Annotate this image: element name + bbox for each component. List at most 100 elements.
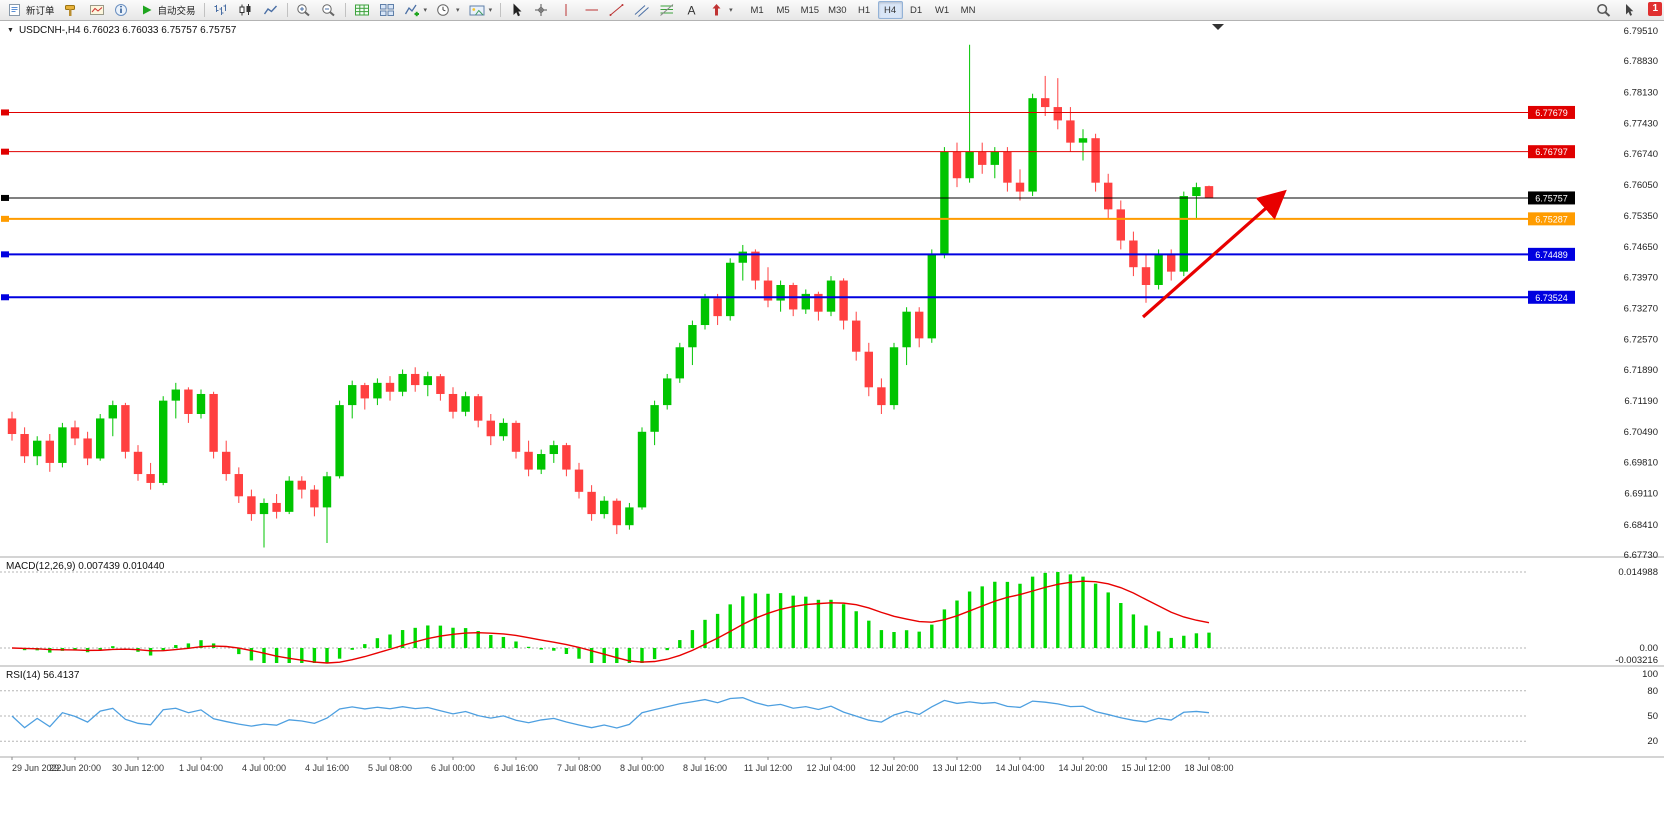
candle-body [940,151,949,254]
rsi-axis-label: 80 [1647,686,1658,697]
fibonacci-tool[interactable] [655,1,679,19]
data-window-button[interactable] [110,1,134,19]
time-axis-label: 29 Jun 2022 [12,763,62,773]
macd-axis-label: 0.00 [1640,643,1659,654]
rsi-line [11,697,1210,729]
rsi-axis-label: 50 [1647,711,1658,722]
time-axis-label: 12 Jul 20:00 [869,763,918,773]
timeframe-MN[interactable]: MN [960,4,976,16]
price-line-label: 6.77679 [1535,108,1568,118]
price-axis-label: 6.73270 [1624,304,1658,315]
candle-body [385,382,395,392]
price-line-label: 6.74489 [1535,250,1568,260]
quick-navigation-button[interactable] [1617,1,1641,19]
horizontal-line-objects[interactable]: 6.77679 6.76797 6.75757 6.75287 6.74489 6.735… [1,105,1575,304]
arrows-icon [709,3,725,17]
price-line-label-box [1528,212,1575,226]
timeframe-M5[interactable]: M5 [776,4,790,16]
candle-body [663,378,672,406]
candle-body [524,451,533,470]
notification-badge[interactable]: 1 [1648,2,1662,16]
candle-body [889,347,899,406]
price-axis: 6.79510 6.78830 6.78130 6.77430 6.76740 6.760… [1624,26,1658,561]
chart-title: ▼ USDCNH-,H4 6.76023 6.76033 6.75757 6.7… [7,25,236,36]
candle-body [45,440,54,463]
candle-body [990,151,999,165]
price-axis-label: 6.78130 [1624,87,1658,98]
candle-body [864,351,873,388]
tile-windows-button[interactable] [375,1,399,19]
candle-chart-button[interactable] [234,1,258,19]
hline-icon [584,3,600,17]
search-button[interactable] [1592,1,1616,19]
hline-anchor-marker [1,109,9,116]
hline-tool[interactable] [580,1,604,19]
periods-button[interactable]: ▾ [432,1,464,19]
candle-body [474,396,483,421]
price-chart-canvas[interactable]: 6.77679 6.76797 6.75757 6.75287 6.74489 6.735… [0,21,1664,831]
cursor-tool[interactable] [505,1,529,19]
timeframe-M15[interactable]: M15 [800,4,820,16]
price-axis-label: 6.78830 [1624,56,1658,67]
candle-body [1091,138,1100,183]
hammer-icon [64,3,80,17]
price-line-label-box [1528,191,1575,205]
trendline-tool[interactable] [605,1,629,19]
trend-icon [609,3,625,17]
candle-body [1141,267,1151,285]
new-order-button[interactable]: 新订单 [3,1,59,19]
candle-body [927,253,936,339]
timeframe-M30[interactable]: M30 [828,4,847,16]
timeframe-W1[interactable]: W1 [934,4,950,16]
toolbar-left-group: 新订单 自动交易 ▾ ▾ ▾ A ▾ [3,1,737,19]
time-axis-label: 29 Jun 20:00 [49,763,101,773]
trend-arrow-annotation[interactable] [1141,189,1287,319]
indicators-button[interactable]: ▾ [400,1,432,19]
timeframe-H4[interactable]: H4 [877,1,903,19]
bar-chart-button[interactable] [209,1,233,19]
zoom-out-button[interactable] [317,1,341,19]
arrows-tool[interactable]: ▾ [705,1,737,19]
timeframe-M1[interactable]: M1 [750,4,764,16]
candle-body [96,418,105,459]
vline-tool[interactable] [555,1,579,19]
macd-axis-label: 0.014988 [1618,567,1658,578]
profiles-button[interactable] [85,1,109,19]
price-axis-label: 6.75350 [1624,211,1658,222]
candle-body [801,293,810,310]
order-icon [7,3,23,17]
new-order-button-label: 新订单 [26,6,55,17]
candle-body [1179,196,1188,272]
zoom-in-button[interactable] [292,1,316,19]
candle-body [423,376,432,386]
timeframe-D1[interactable]: D1 [909,4,923,16]
chart-menu-icon[interactable]: ▼ [7,27,14,34]
chart-shift-marker[interactable] [1212,24,1224,30]
channel-tool[interactable] [630,1,654,19]
candle-body [360,385,369,399]
price-line-label: 6.73524 [1535,293,1568,303]
template-button[interactable]: ▾ [465,1,497,19]
gridgreen-icon [354,3,370,17]
candle-body [625,507,634,526]
candles-icon [238,3,254,17]
candle-body [133,451,143,475]
hline-anchor-marker [1,294,9,301]
crosshair-tool[interactable] [530,1,554,19]
price-axis-label: 6.68410 [1624,520,1658,531]
grid-button[interactable] [350,1,374,19]
time-axis-label: 18 Jul 08:00 [1184,763,1233,773]
candle-body [234,474,243,497]
candle-body [688,325,697,348]
play-icon [139,3,155,17]
candle-body [1041,98,1050,108]
time-axis-label: 4 Jul 00:00 [242,763,286,773]
candle-body [33,440,42,457]
auto-trading-button[interactable]: 自动交易 [135,1,200,19]
chart-hammer-button[interactable] [60,1,84,19]
line-chart-button[interactable] [259,1,283,19]
chevron-down-icon: ▾ [423,7,428,14]
candle-body [600,500,609,515]
text-tool[interactable]: A [680,1,704,19]
timeframe-H1[interactable]: H1 [857,4,871,16]
